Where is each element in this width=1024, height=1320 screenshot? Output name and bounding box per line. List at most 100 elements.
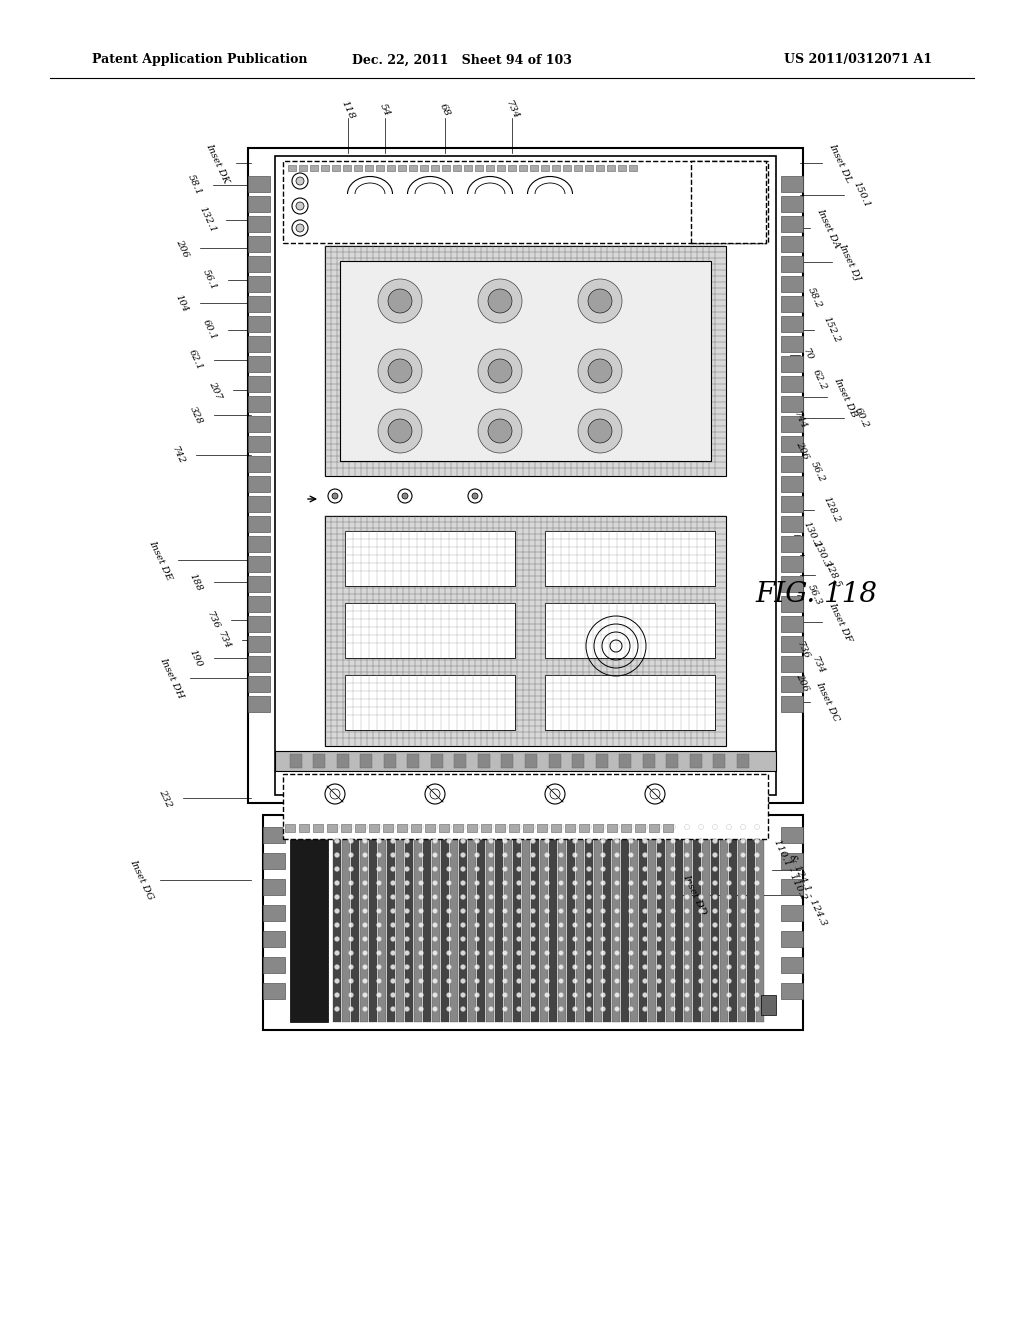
Circle shape — [335, 1006, 340, 1011]
Circle shape — [755, 908, 760, 913]
Circle shape — [726, 838, 731, 843]
Circle shape — [726, 965, 731, 969]
Circle shape — [488, 936, 494, 941]
Bar — [248, 296, 270, 312]
Circle shape — [614, 825, 620, 829]
Bar — [248, 636, 270, 652]
Circle shape — [698, 993, 703, 998]
Circle shape — [461, 908, 466, 913]
Circle shape — [432, 880, 437, 886]
Circle shape — [461, 895, 466, 899]
Text: 104: 104 — [174, 293, 190, 313]
Bar — [263, 853, 285, 869]
Circle shape — [684, 950, 689, 956]
Circle shape — [740, 895, 745, 899]
Circle shape — [516, 908, 521, 913]
Circle shape — [656, 1006, 662, 1011]
Circle shape — [587, 936, 592, 941]
Bar — [746, 822, 755, 1022]
Circle shape — [488, 965, 494, 969]
Bar — [761, 995, 776, 1015]
Circle shape — [296, 177, 304, 185]
Circle shape — [671, 853, 676, 858]
Circle shape — [390, 936, 395, 941]
Circle shape — [446, 936, 452, 941]
Circle shape — [419, 993, 424, 998]
Bar — [263, 906, 285, 921]
Circle shape — [488, 418, 512, 444]
Bar — [406, 822, 413, 1022]
Circle shape — [587, 838, 592, 843]
Circle shape — [432, 866, 437, 871]
Text: Inset DG: Inset DG — [129, 858, 156, 902]
Text: 62.1: 62.1 — [187, 348, 205, 372]
Bar — [781, 828, 803, 843]
Bar — [248, 536, 270, 552]
Bar — [585, 165, 593, 172]
Circle shape — [713, 950, 718, 956]
Text: FIG. 118: FIG. 118 — [755, 582, 877, 609]
Circle shape — [698, 853, 703, 858]
Bar — [340, 261, 711, 461]
Bar — [439, 824, 449, 832]
Circle shape — [404, 838, 410, 843]
Bar — [431, 165, 439, 172]
Bar — [464, 165, 472, 172]
Circle shape — [713, 923, 718, 928]
Circle shape — [600, 923, 605, 928]
Text: 60.1: 60.1 — [202, 318, 219, 342]
Bar — [477, 822, 485, 1022]
Circle shape — [530, 880, 536, 886]
Text: 118: 118 — [340, 99, 356, 121]
Bar — [369, 824, 379, 832]
Circle shape — [587, 880, 592, 886]
Circle shape — [362, 923, 368, 928]
Bar — [248, 256, 270, 272]
Circle shape — [377, 965, 382, 969]
Circle shape — [377, 866, 382, 871]
Text: 128.2: 128.2 — [822, 495, 842, 524]
Bar — [738, 822, 746, 1022]
Circle shape — [478, 348, 522, 393]
Circle shape — [419, 1006, 424, 1011]
Circle shape — [488, 289, 512, 313]
Circle shape — [530, 895, 536, 899]
Circle shape — [362, 853, 368, 858]
Circle shape — [335, 825, 340, 829]
Circle shape — [404, 880, 410, 886]
Bar — [713, 754, 725, 768]
Circle shape — [530, 965, 536, 969]
Bar — [425, 824, 435, 832]
Circle shape — [629, 923, 634, 928]
Text: Inset DH: Inset DH — [159, 656, 185, 700]
Circle shape — [446, 895, 452, 899]
Bar — [351, 822, 359, 1022]
Circle shape — [755, 965, 760, 969]
Circle shape — [390, 838, 395, 843]
Circle shape — [446, 838, 452, 843]
Bar — [702, 822, 710, 1022]
Circle shape — [377, 908, 382, 913]
Bar — [720, 822, 728, 1022]
Text: Inset DK: Inset DK — [205, 141, 231, 185]
Bar — [522, 822, 530, 1022]
Circle shape — [656, 908, 662, 913]
Circle shape — [377, 880, 382, 886]
Circle shape — [600, 825, 605, 829]
Circle shape — [600, 880, 605, 886]
Circle shape — [600, 936, 605, 941]
Bar — [337, 754, 349, 768]
Circle shape — [488, 923, 494, 928]
Bar — [612, 822, 620, 1022]
Circle shape — [530, 923, 536, 928]
Circle shape — [642, 880, 647, 886]
Bar — [649, 824, 659, 832]
Circle shape — [362, 1006, 368, 1011]
Circle shape — [558, 978, 563, 983]
Circle shape — [530, 993, 536, 998]
Circle shape — [684, 908, 689, 913]
Circle shape — [419, 880, 424, 886]
Bar — [384, 754, 396, 768]
Circle shape — [488, 853, 494, 858]
Circle shape — [713, 825, 718, 829]
